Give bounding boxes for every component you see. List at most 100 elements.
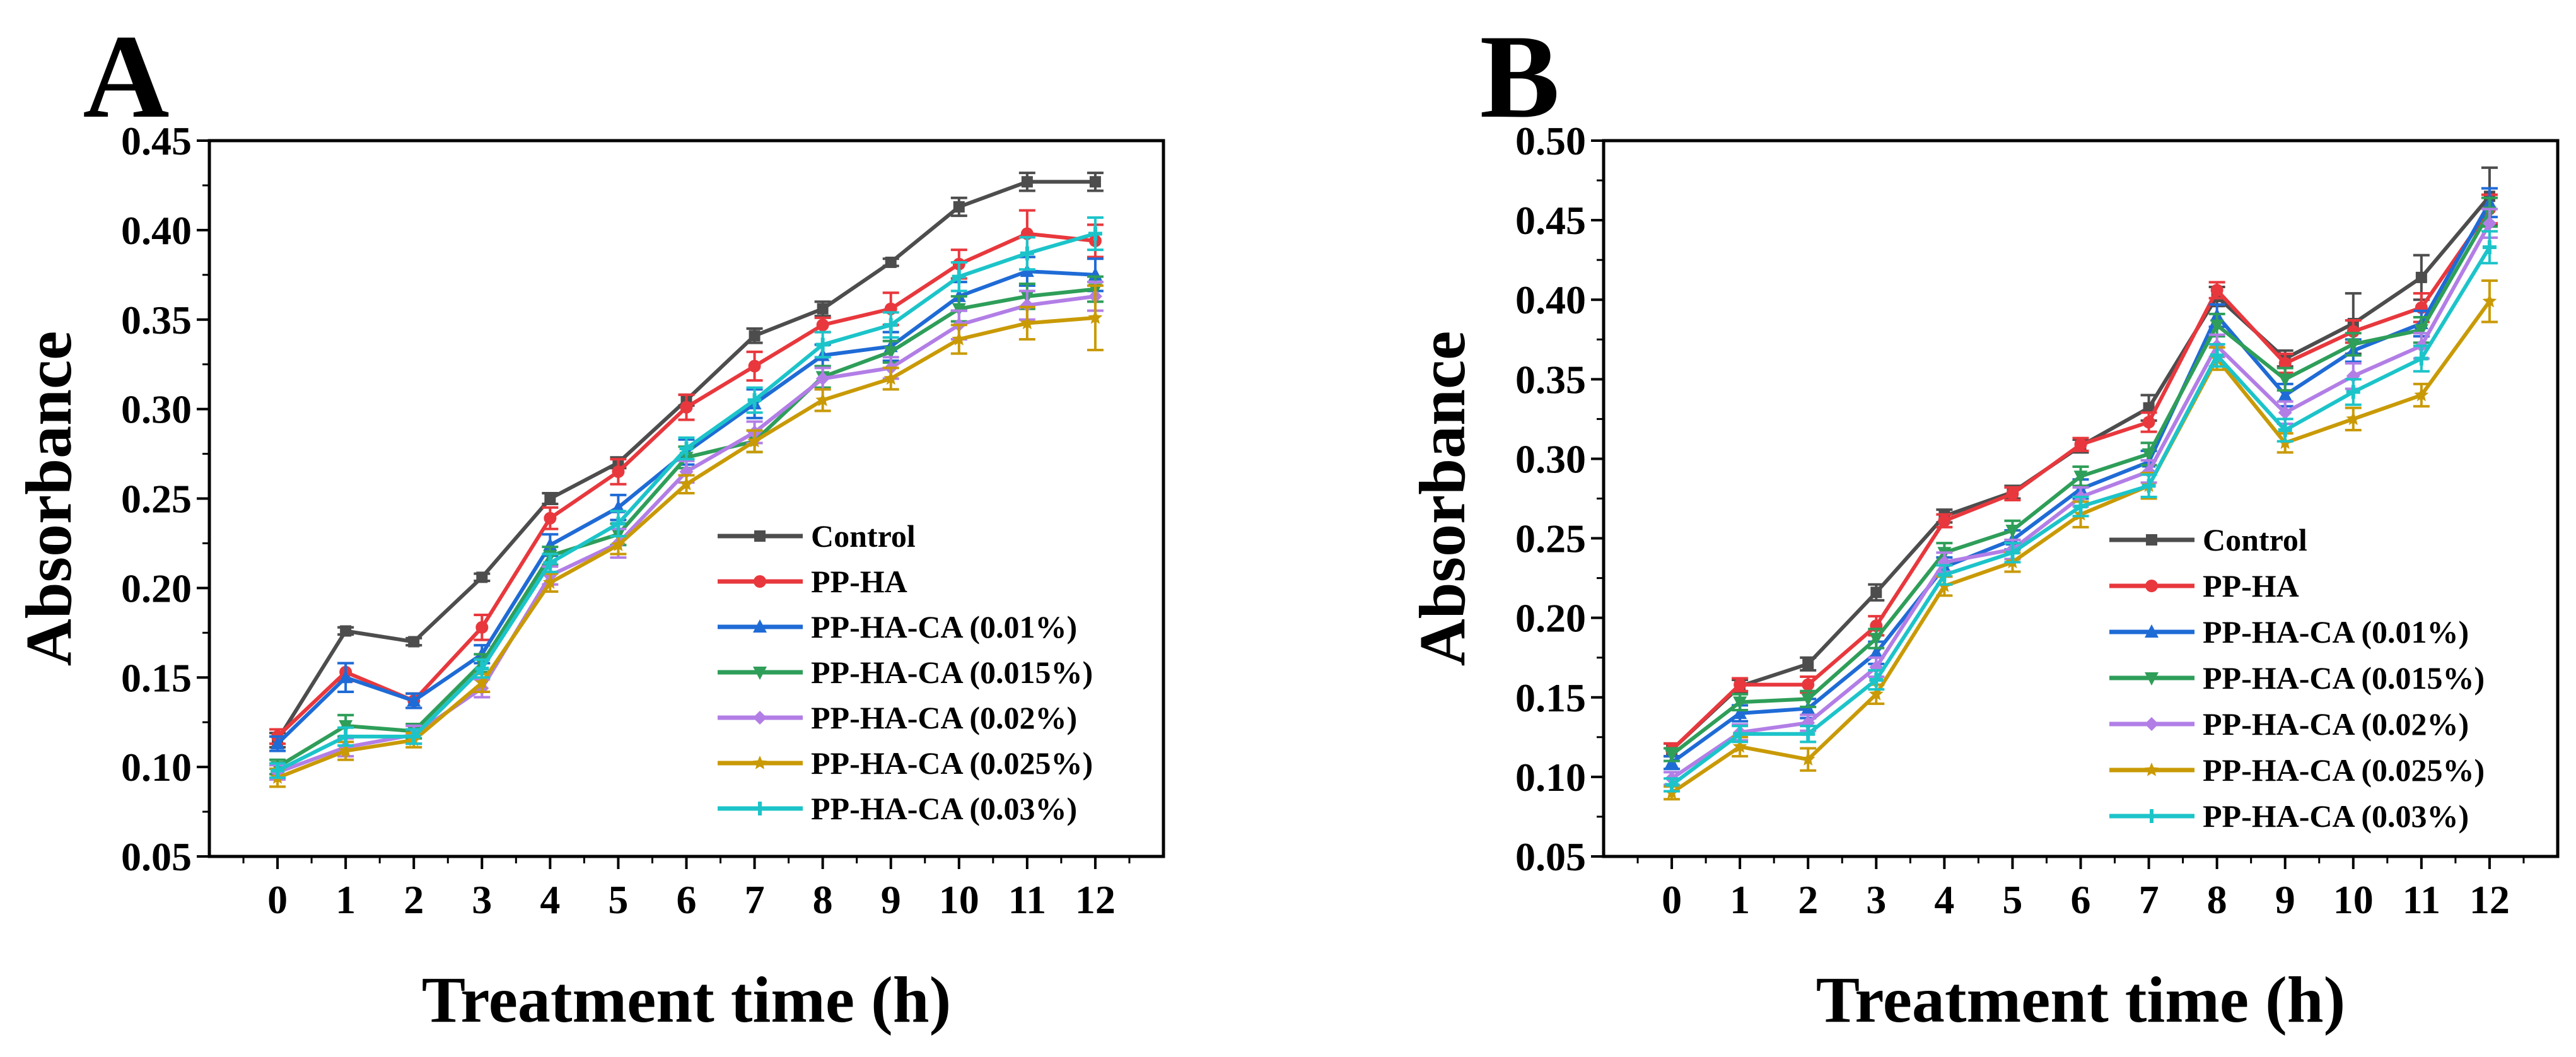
- x-axis-title: Treatment time (h): [422, 964, 951, 1036]
- data-point: [1868, 686, 1884, 701]
- series-pp-ha-ca-0-03: [269, 216, 1104, 780]
- data-point: [2005, 546, 2020, 560]
- y-tick-label: 0.35: [1515, 357, 1586, 402]
- legend-item: PP-HA-CA (0.03%): [718, 791, 1077, 826]
- data-point: [2278, 406, 2292, 420]
- data-point: [407, 693, 421, 707]
- data-point: [475, 621, 489, 634]
- data-point: [680, 400, 693, 414]
- legend-marker: [2145, 672, 2159, 686]
- data-point: [1089, 176, 1101, 188]
- data-point: [407, 729, 421, 744]
- data-point: [679, 476, 694, 491]
- data-point: [1937, 568, 1952, 582]
- legend-item: PP-HA: [718, 564, 907, 599]
- data-point: [2005, 524, 2020, 538]
- legend-item: PP-HA: [2109, 568, 2299, 604]
- x-tick-label: 12: [1075, 877, 1116, 922]
- legend-label: PP-HA: [811, 564, 907, 599]
- x-tick-label: 2: [404, 877, 424, 922]
- data-point: [2210, 284, 2223, 297]
- legend-item: PP-HA-CA (0.015%): [718, 655, 1093, 690]
- data-point: [815, 392, 830, 407]
- data-point: [747, 433, 762, 448]
- x-tick-label: 0: [267, 877, 288, 922]
- legend-marker: [753, 802, 767, 815]
- legend: Control PP-HA PP-HA-CA (0.01%) PP-HA-CA (0.…: [718, 518, 1093, 826]
- data-point: [679, 441, 694, 456]
- legend-item: PP-HA-CA (0.02%): [2109, 706, 2469, 742]
- x-tick-label: 7: [745, 877, 765, 922]
- x-tick-label: 5: [2002, 877, 2022, 922]
- y-tick-label: 0.40: [1515, 277, 1586, 322]
- x-tick-label: 3: [472, 877, 492, 922]
- y-tick-label: 0.10: [1515, 755, 1586, 800]
- series-pp-ha-ca-0-03: [1664, 230, 2498, 793]
- data-point: [1734, 678, 1747, 691]
- data-point: [1088, 310, 1103, 324]
- legend-label: PP-HA-CA (0.025%): [2203, 752, 2485, 788]
- y-tick-label: 0.15: [121, 655, 192, 700]
- data-point: [2143, 402, 2155, 414]
- data-point: [2415, 271, 2427, 283]
- data-point: [338, 743, 353, 757]
- y-tick-label: 0.25: [1515, 517, 1586, 561]
- x-tick-label: 11: [1008, 877, 1046, 922]
- legend-label: PP-HA-CA (0.015%): [811, 655, 1093, 690]
- data-point: [2414, 324, 2428, 338]
- data-point: [1869, 633, 1884, 646]
- x-tick-label: 10: [2333, 877, 2374, 922]
- data-point: [2414, 351, 2428, 366]
- data-point: [2346, 338, 2360, 352]
- data-point: [1020, 298, 1034, 313]
- data-point: [2074, 438, 2087, 451]
- legend-label: Control: [2203, 522, 2307, 558]
- y-axis-title: Absorbance: [1406, 331, 1479, 667]
- data-point: [815, 371, 830, 386]
- panel-b: B 0.05 0.10 0.15 0.20 0.25 0.30 0.35 0.40 0.45 0.5…: [1406, 11, 2560, 1036]
- data-point: [1088, 226, 1102, 241]
- data-point: [339, 729, 353, 744]
- y-tick-label: 0.20: [1515, 596, 1586, 641]
- data-point: [883, 318, 898, 332]
- legend-label: Control: [811, 518, 916, 554]
- legend-item: PP-HA-CA (0.025%): [2109, 752, 2485, 788]
- data-point: [1801, 727, 1815, 741]
- data-point: [2142, 416, 2155, 429]
- data-point: [2482, 293, 2497, 308]
- legend-marker: [754, 530, 766, 542]
- data-point: [2482, 240, 2497, 254]
- x-tick-label: 7: [2139, 877, 2159, 922]
- data-point: [1938, 514, 1951, 527]
- data-point: [2210, 348, 2224, 363]
- legend-label: PP-HA-CA (0.025%): [811, 745, 1093, 781]
- data-point: [885, 256, 897, 268]
- data-point: [749, 330, 761, 342]
- data-point: [883, 346, 898, 359]
- data-point: [2142, 479, 2156, 493]
- data-point: [747, 393, 762, 407]
- data-point: [952, 331, 967, 346]
- panel-a: A0.050.100.150.200.250.300.350.400.450 1 2…: [13, 11, 1165, 1036]
- data-point: [611, 517, 626, 531]
- legend-item: PP-HA-CA (0.03%): [2109, 798, 2469, 834]
- x-tick-label: 1: [335, 877, 356, 922]
- data-point: [476, 571, 488, 583]
- y-tick-label: 0.45: [121, 119, 192, 163]
- data-point: [2346, 411, 2361, 426]
- legend-label: PP-HA-CA (0.015%): [2203, 660, 2485, 696]
- legend-label: PP-HA-CA (0.01%): [2203, 614, 2469, 650]
- data-point: [816, 318, 829, 332]
- data-point: [2073, 499, 2088, 514]
- series-pp-ha: [1664, 193, 2498, 758]
- data-point: [1869, 673, 1884, 687]
- legend-label: PP-HA-CA (0.02%): [2203, 706, 2469, 742]
- legend-marker: [2145, 717, 2159, 731]
- data-point: [815, 337, 830, 352]
- legend-marker: [753, 711, 767, 725]
- data-point: [1733, 696, 1747, 710]
- legend-item: PP-HA-CA (0.01%): [718, 609, 1077, 645]
- legend-label: PP-HA: [2203, 568, 2299, 604]
- legend-item: PP-HA-CA (0.02%): [718, 700, 1077, 735]
